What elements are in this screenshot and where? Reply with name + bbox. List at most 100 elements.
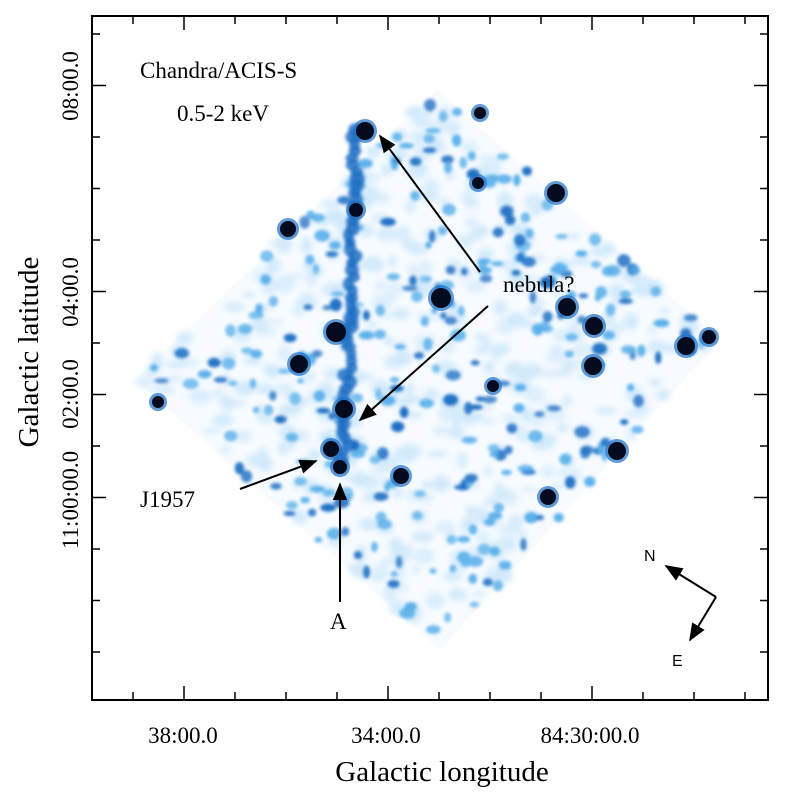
emission-clump <box>255 303 263 315</box>
emission-clump <box>445 370 461 381</box>
emission-clump <box>420 275 433 283</box>
emission-clump <box>522 256 536 267</box>
emission-speckle <box>362 495 378 503</box>
point-source <box>540 489 556 505</box>
emission-clump <box>357 158 373 169</box>
plot-frame <box>91 15 769 701</box>
emission-speckle <box>223 302 245 312</box>
emission-speckle <box>566 232 580 240</box>
emission-clump <box>564 476 576 489</box>
emission-clump <box>482 578 493 587</box>
emission-clump <box>380 217 396 227</box>
emission-clump <box>294 476 307 486</box>
emission-clump <box>260 250 274 262</box>
emission-clump <box>564 350 574 358</box>
emission-speckle <box>406 162 428 179</box>
emission-clump <box>312 349 323 358</box>
emission-speckle <box>188 389 212 404</box>
emission-speckle <box>266 318 285 326</box>
emission-speckle <box>391 308 410 320</box>
emission-clump <box>631 425 644 434</box>
emission-clump <box>528 430 543 443</box>
emission-clump <box>213 377 228 383</box>
emission-speckle <box>412 117 433 129</box>
emission-clump <box>452 107 463 117</box>
point-sources <box>149 104 719 508</box>
emission-clump <box>237 323 253 334</box>
emission-speckle <box>481 401 494 411</box>
emission-clump <box>460 267 468 276</box>
emission-clump <box>425 127 441 134</box>
emission-clump <box>234 462 245 475</box>
emission-clump <box>499 205 515 218</box>
y-tick-label: 08:00.0 <box>58 51 83 121</box>
emission-speckle <box>418 260 433 275</box>
emission-speckle <box>214 415 232 426</box>
emission-speckle <box>374 280 387 291</box>
emission-speckle <box>250 316 269 332</box>
emission-speckle <box>380 162 393 177</box>
emission-clump <box>460 479 467 491</box>
emission-speckle <box>234 430 252 443</box>
emission-clump <box>326 527 342 540</box>
emission-clump <box>358 330 375 340</box>
emission-clump <box>457 551 471 564</box>
x-tick-label: 34:00.0 <box>351 723 421 748</box>
emission-speckle <box>460 190 476 206</box>
emission-clump <box>619 290 632 298</box>
emission-speckle <box>517 365 534 380</box>
emission-speckle <box>151 386 176 395</box>
emission-clump <box>241 347 253 355</box>
emission-speckle <box>499 488 519 506</box>
emission-speckle <box>449 586 463 597</box>
emission-speckle <box>274 383 294 394</box>
emission-speckle <box>565 358 583 371</box>
emission-speckle <box>447 258 460 268</box>
emission-speckle <box>350 471 371 487</box>
emission-speckle <box>476 529 490 543</box>
emission-clump <box>594 294 601 302</box>
emission-clump <box>590 260 602 269</box>
compass-north-label: N <box>644 548 656 565</box>
emission-clump <box>398 142 414 149</box>
emission-speckle <box>656 389 671 401</box>
emission-clump <box>154 378 169 384</box>
compass-east-label: E <box>672 653 683 670</box>
emission-clump <box>270 482 282 490</box>
emission-clump <box>554 263 568 274</box>
emission-clump <box>601 266 614 277</box>
emission-clump <box>450 329 466 342</box>
emission-clump <box>404 602 418 612</box>
emission-clump <box>353 551 363 560</box>
emission-speckle <box>268 239 291 247</box>
emission-clump <box>409 157 422 166</box>
emission-clump <box>493 502 504 513</box>
emission-speckle <box>266 257 281 275</box>
emission-clump <box>653 319 670 328</box>
emission-clump <box>488 511 503 520</box>
emission-clump <box>487 444 500 453</box>
emission-speckle <box>472 590 486 598</box>
emission-speckle <box>385 336 394 347</box>
emission-clump <box>461 436 478 444</box>
emission-speckle <box>450 402 466 420</box>
emission-clump <box>535 514 545 521</box>
emission-speckle <box>524 194 544 211</box>
emission-clump <box>617 254 631 268</box>
emission-clump <box>529 290 537 304</box>
emission-clump <box>240 470 253 483</box>
emission-speckle <box>513 530 529 539</box>
emission-clump <box>449 564 457 573</box>
emission-clump <box>389 376 400 383</box>
emission-clump <box>197 370 212 379</box>
emission-clump <box>477 266 492 275</box>
emission-speckle <box>396 397 414 408</box>
emission-clump <box>504 214 516 226</box>
emission-clump <box>546 405 562 412</box>
point-source <box>558 298 576 316</box>
emission-clump <box>411 291 423 303</box>
axis-ticks <box>92 16 768 700</box>
emission-speckle <box>562 394 572 408</box>
emission-speckle <box>212 387 224 401</box>
